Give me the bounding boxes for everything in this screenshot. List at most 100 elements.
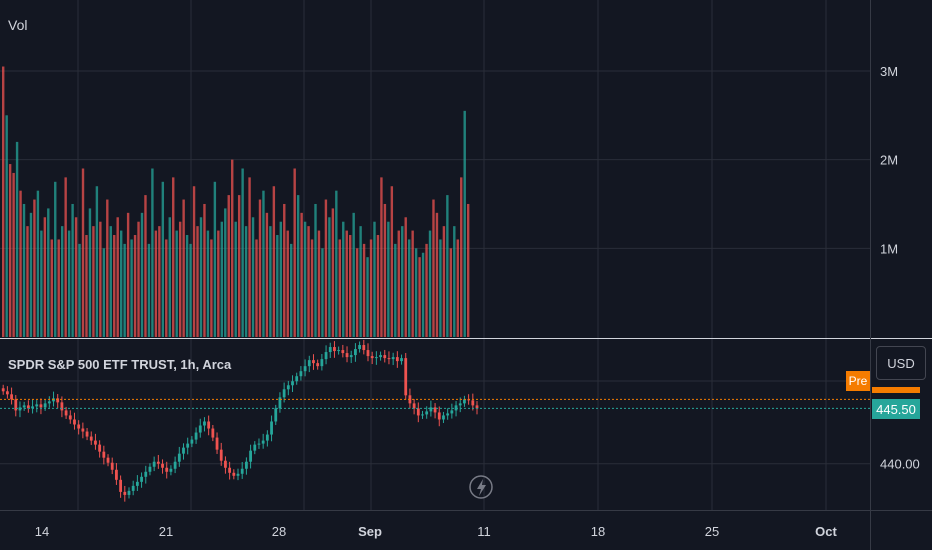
candle (383, 349, 387, 363)
candle (56, 394, 60, 409)
candle (370, 351, 374, 365)
volume-bar (234, 221, 237, 337)
candle (182, 443, 185, 460)
volume-bar (328, 217, 331, 337)
volume-bar (36, 190, 40, 337)
candle (232, 469, 236, 480)
candle (98, 440, 102, 458)
candle (442, 411, 445, 423)
volume-bar (310, 239, 314, 337)
volume-bar (165, 239, 168, 337)
volume-bar (355, 248, 359, 337)
currency-button[interactable]: USD (876, 346, 926, 380)
time-axis-label: 14 (35, 524, 49, 539)
candle (253, 441, 257, 455)
volume-bar (373, 221, 376, 337)
time-axis-label: Oct (815, 524, 837, 539)
candle (395, 351, 399, 368)
volume-bar (449, 248, 453, 337)
lightning-icon[interactable] (469, 475, 493, 499)
candle (219, 442, 223, 466)
candle (186, 437, 190, 455)
volume-bar (109, 226, 112, 337)
candle (156, 454, 160, 469)
candle (257, 438, 261, 449)
volume-bar (428, 230, 432, 337)
volume-bar (147, 243, 151, 337)
symbol-label[interactable]: SPDR S&P 500 ETF TRUST, 1h, Arca (8, 357, 232, 372)
volume-bar (460, 177, 463, 337)
candle (303, 359, 307, 377)
volume-bar (178, 221, 182, 337)
volume-axis-label: 3M (880, 64, 898, 79)
last-price-badge: 445.50 (872, 399, 920, 419)
candle (463, 395, 466, 407)
volume-bar (293, 168, 296, 337)
candle (64, 406, 68, 419)
candle (316, 359, 320, 370)
candle (77, 420, 81, 435)
time-axis-label: 18 (591, 524, 605, 539)
candle (437, 406, 441, 427)
volume-bar (296, 195, 300, 337)
volume-bar (300, 212, 303, 337)
volume-bar (272, 186, 276, 337)
volume-bar (151, 168, 154, 337)
volume-bar (435, 212, 439, 337)
volume-bar (15, 141, 19, 337)
volume-bar (168, 217, 171, 337)
volume-bar (175, 230, 178, 337)
time-axis-label: 25 (705, 524, 719, 539)
volume-bar (269, 226, 272, 337)
candle (94, 433, 97, 450)
volume-bar (29, 212, 33, 337)
volume-bar (158, 226, 161, 337)
candle (471, 393, 475, 411)
volume-bar (352, 212, 355, 337)
volume-bar (338, 239, 341, 337)
volume-bar (196, 226, 199, 337)
volume-bar (78, 243, 81, 337)
volume-bar (71, 203, 74, 337)
volume-bar (119, 230, 123, 337)
volume-bar (161, 181, 165, 337)
volume-bar (317, 230, 321, 337)
volume-bar (349, 235, 352, 337)
volume-bar (19, 190, 22, 337)
candle (358, 341, 362, 353)
volume-bar (442, 226, 446, 337)
candle (278, 392, 282, 413)
candle (337, 346, 341, 355)
candle (333, 341, 336, 358)
candle (433, 403, 437, 419)
candle (169, 465, 173, 476)
candle (131, 480, 135, 496)
candle (110, 457, 114, 475)
volume-bar (192, 186, 196, 337)
candle (81, 422, 85, 439)
volume-bar (12, 172, 15, 337)
volume-bar (60, 226, 64, 337)
candle (148, 463, 152, 476)
volume-bar (262, 190, 265, 337)
candle (374, 351, 378, 365)
candle (312, 354, 315, 370)
candle (450, 403, 454, 419)
volume-bar (57, 239, 60, 337)
candle (1, 384, 5, 395)
candle (236, 468, 240, 481)
candle (349, 350, 353, 364)
volume-bar (411, 230, 414, 337)
candle (400, 354, 403, 365)
volume-bar (321, 248, 324, 337)
volume-bar (99, 221, 102, 337)
candle (240, 462, 244, 479)
volume-bar (133, 235, 137, 337)
volume-bar (414, 248, 418, 337)
volume-bar (307, 226, 310, 337)
volume-bar (126, 212, 130, 337)
candle (274, 404, 278, 425)
